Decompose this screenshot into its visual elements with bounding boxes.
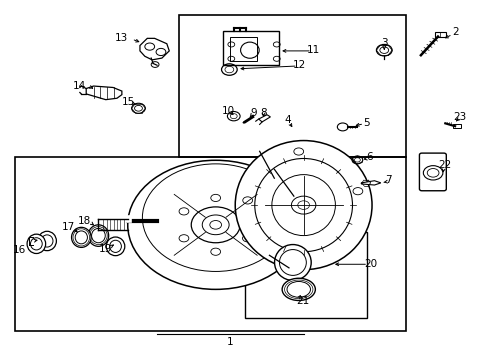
- Text: 9: 9: [250, 108, 257, 118]
- Ellipse shape: [235, 140, 372, 270]
- Text: 8: 8: [260, 108, 267, 118]
- Ellipse shape: [88, 225, 109, 246]
- Text: 20: 20: [365, 259, 378, 269]
- Bar: [230, 37, 257, 61]
- Text: 13: 13: [115, 33, 128, 43]
- Ellipse shape: [191, 207, 240, 243]
- Bar: [223, 31, 279, 65]
- Bar: [435, 32, 446, 37]
- Text: 19: 19: [99, 244, 112, 254]
- FancyBboxPatch shape: [419, 153, 446, 191]
- Text: 10: 10: [221, 106, 234, 116]
- Text: 22: 22: [439, 160, 452, 170]
- Text: 1: 1: [227, 337, 234, 347]
- Bar: [245, 232, 367, 318]
- Text: 5: 5: [363, 118, 369, 128]
- Ellipse shape: [72, 227, 91, 247]
- Ellipse shape: [38, 231, 56, 251]
- Text: 23: 23: [453, 112, 466, 122]
- Text: 16: 16: [13, 245, 26, 255]
- Text: 12: 12: [293, 60, 306, 70]
- Polygon shape: [86, 86, 122, 100]
- Bar: [179, 15, 406, 157]
- Bar: [453, 125, 462, 128]
- Polygon shape: [259, 115, 270, 122]
- Text: 7: 7: [385, 175, 392, 185]
- Text: 2: 2: [452, 27, 459, 37]
- Text: 15: 15: [122, 97, 135, 107]
- Text: 18: 18: [78, 216, 91, 226]
- Polygon shape: [140, 39, 169, 60]
- Text: 14: 14: [73, 81, 86, 91]
- Ellipse shape: [128, 160, 304, 289]
- Text: 21: 21: [296, 296, 309, 306]
- Text: 3: 3: [381, 38, 388, 48]
- Text: 17: 17: [62, 222, 75, 231]
- Polygon shape: [361, 181, 381, 185]
- Bar: [15, 157, 406, 330]
- Ellipse shape: [282, 278, 316, 301]
- Ellipse shape: [274, 244, 311, 280]
- Text: 4: 4: [285, 115, 292, 125]
- Ellipse shape: [27, 234, 46, 253]
- Text: 6: 6: [367, 152, 373, 162]
- Ellipse shape: [106, 237, 125, 256]
- Text: 11: 11: [307, 45, 320, 55]
